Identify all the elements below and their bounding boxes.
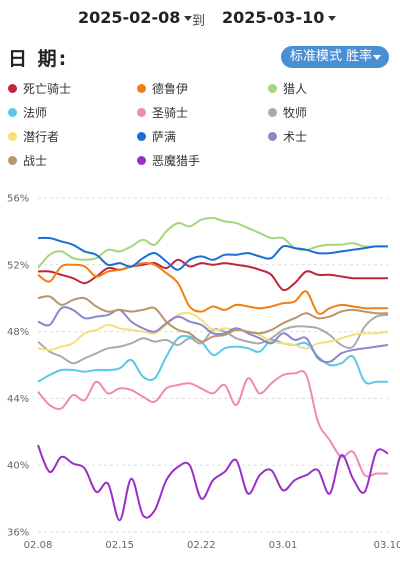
legend-label: 死亡骑士 xyxy=(23,82,72,96)
y-tick-label: 40% xyxy=(7,461,29,472)
legend-color-dot xyxy=(137,132,146,141)
legend-item[interactable]: 法师 xyxy=(8,104,47,122)
legend-color-dot xyxy=(268,108,277,117)
legend-label: 潜行者 xyxy=(23,130,60,144)
date-to-value: 2025-03-10 xyxy=(222,8,325,27)
legend-color-dot xyxy=(8,108,17,117)
mode-select-button[interactable]: 标准模式 胜率 xyxy=(281,46,389,68)
date-separator: 到 xyxy=(192,14,206,29)
legend-item[interactable]: 术士 xyxy=(268,128,307,146)
legend-label: 法师 xyxy=(23,106,48,120)
series-line xyxy=(37,216,388,269)
legend-item[interactable]: 圣骑士 xyxy=(137,104,188,122)
series-line xyxy=(37,334,388,385)
legend-item[interactable]: 牧师 xyxy=(268,104,307,122)
legend-item[interactable]: 猎人 xyxy=(268,80,307,98)
legend-label: 萨满 xyxy=(152,130,177,144)
legend-color-dot xyxy=(268,132,277,141)
date-from-select[interactable]: 2025-02-08 xyxy=(78,8,193,27)
series-line xyxy=(37,369,389,478)
x-tick-label: 03.10 xyxy=(374,540,400,551)
legend-color-dot xyxy=(137,156,146,165)
legend-item[interactable]: 萨满 xyxy=(137,128,176,146)
legend-label: 德鲁伊 xyxy=(152,82,189,96)
x-tick-label: 03.01 xyxy=(269,540,298,551)
date-label: 日 期: xyxy=(8,48,69,70)
y-tick-label: 52% xyxy=(7,260,29,271)
chevron-down-icon xyxy=(373,55,381,60)
chevron-down-icon xyxy=(184,16,193,21)
series-line xyxy=(37,258,388,292)
chart-legend: 死亡骑士 德鲁伊 猎人法师 圣骑士 牧师潜行者 萨满 术士战士 恶魔猎手 xyxy=(0,80,400,170)
legend-color-dot xyxy=(268,84,277,93)
legend-label: 战士 xyxy=(23,154,48,168)
series-line xyxy=(37,236,389,271)
series-line xyxy=(37,306,389,364)
mode-label: 标准模式 胜率 xyxy=(290,49,373,64)
chevron-down-icon xyxy=(328,16,337,21)
legend-color-dot xyxy=(8,132,17,141)
legend-color-dot xyxy=(137,108,146,117)
date-range: 2025-02-08 到 2025-03-10 xyxy=(0,8,400,32)
series-line xyxy=(37,444,389,522)
legend-label: 术士 xyxy=(283,130,308,144)
series-line xyxy=(37,311,389,352)
legend-label: 圣骑士 xyxy=(152,106,189,120)
date-to-select[interactable]: 2025-03-10 xyxy=(222,8,337,27)
x-tick-label: 02.15 xyxy=(105,540,134,551)
y-tick-label: 56% xyxy=(7,194,29,205)
date-from-value: 2025-02-08 xyxy=(78,8,181,27)
legend-label: 牧师 xyxy=(283,106,308,120)
y-tick-label: 48% xyxy=(7,327,29,338)
legend-item[interactable]: 战士 xyxy=(8,152,47,170)
y-tick-label: 36% xyxy=(7,528,29,539)
legend-color-dot xyxy=(8,156,17,165)
legend-item[interactable]: 死亡骑士 xyxy=(8,80,71,98)
y-tick-label: 44% xyxy=(7,394,29,405)
legend-item[interactable]: 德鲁伊 xyxy=(137,80,188,98)
x-tick-label: 02.22 xyxy=(187,540,216,551)
legend-color-dot xyxy=(137,84,146,93)
legend-label: 恶魔猎手 xyxy=(152,154,201,168)
legend-item[interactable]: 恶魔猎手 xyxy=(137,152,200,170)
series-line xyxy=(37,262,388,315)
x-tick-label: 02.08 xyxy=(24,540,53,551)
legend-item[interactable]: 潜行者 xyxy=(8,128,59,146)
legend-label: 猎人 xyxy=(283,82,308,96)
series-line xyxy=(37,295,389,343)
legend-color-dot xyxy=(8,84,17,93)
